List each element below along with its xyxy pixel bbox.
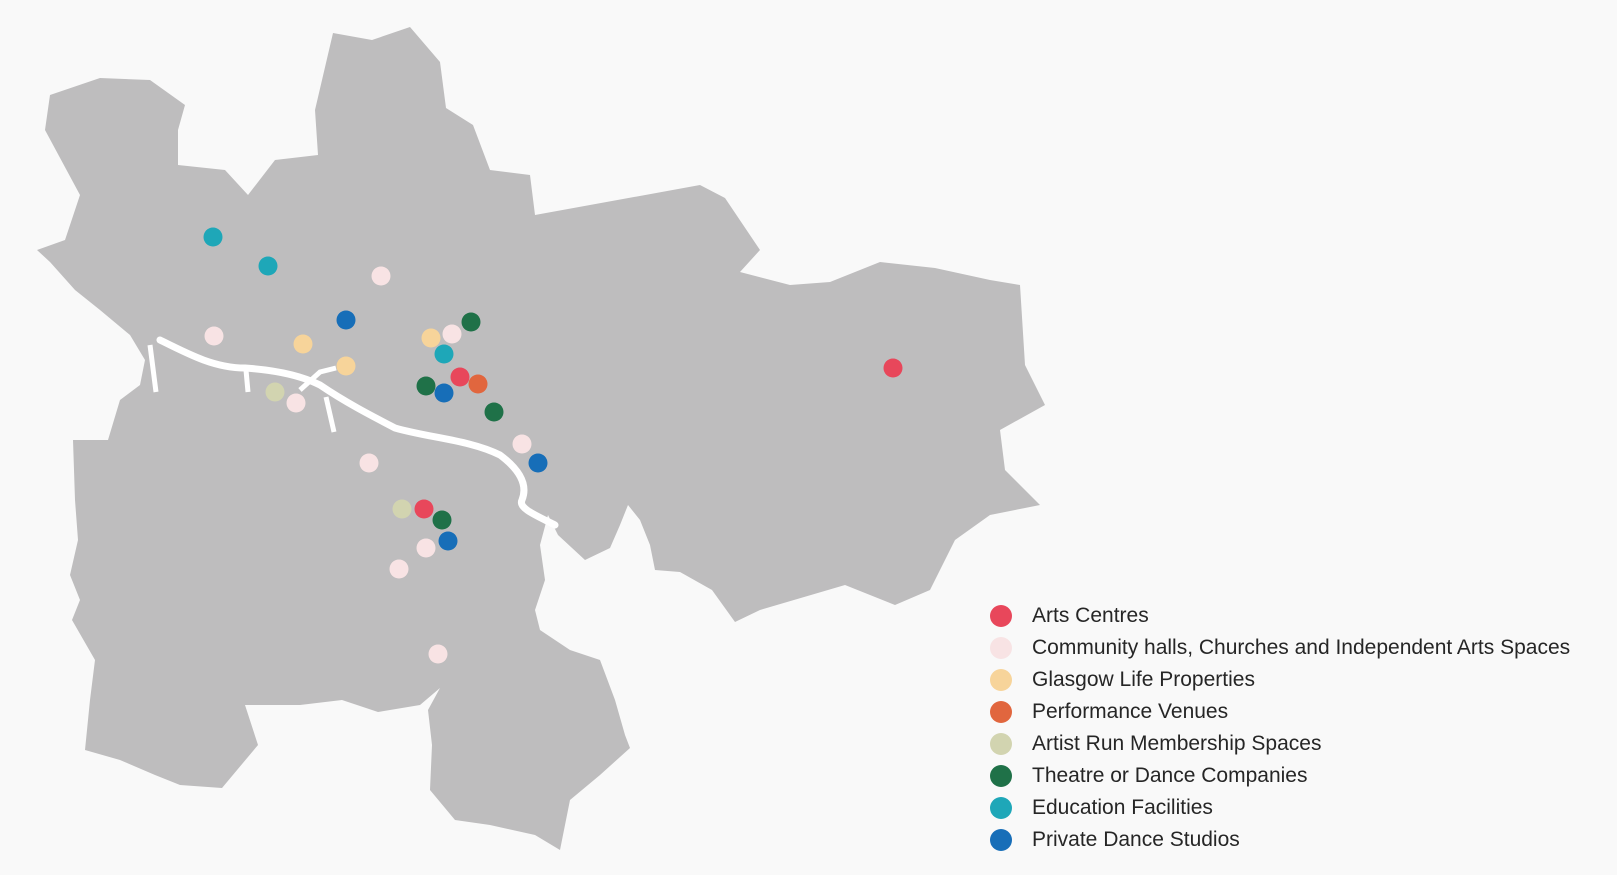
- venue-marker-community[interactable]: [286, 393, 306, 413]
- river-clyde: [156, 336, 559, 529]
- legend-swatch-education: [990, 797, 1012, 819]
- legend-item-community-halls[interactable]: Community halls, Churches and Independen…: [990, 632, 1610, 664]
- venue-marker-education[interactable]: [258, 256, 278, 276]
- legend-label: Community halls, Churches and Independen…: [1032, 636, 1571, 659]
- venue-marker-performance[interactable]: [468, 374, 488, 394]
- venue-marker-arts[interactable]: [414, 499, 434, 519]
- legend-item-private-dance[interactable]: Private Dance Studios: [990, 824, 1610, 856]
- map-legend: Arts Centres Community halls, Churches a…: [990, 600, 1610, 856]
- legend-label: Performance Venues: [1032, 700, 1229, 723]
- venue-marker-community[interactable]: [359, 453, 379, 473]
- legend-item-glasgow-life[interactable]: Glasgow Life Properties: [990, 664, 1610, 696]
- legend-item-artist-run[interactable]: Artist Run Membership Spaces: [990, 728, 1610, 760]
- venue-marker-community[interactable]: [428, 644, 448, 664]
- venue-marker-arts[interactable]: [450, 367, 470, 387]
- legend-label: Artist Run Membership Spaces: [1032, 732, 1322, 755]
- legend-label: Theatre or Dance Companies: [1032, 764, 1308, 787]
- legend-swatch-community-halls: [990, 637, 1012, 659]
- venue-marker-education[interactable]: [203, 227, 223, 247]
- legend-swatch-glasgow-life: [990, 669, 1012, 691]
- legend-label: Glasgow Life Properties: [1032, 668, 1255, 691]
- venue-marker-theatre[interactable]: [484, 402, 504, 422]
- legend-swatch-private-dance: [990, 829, 1012, 851]
- city-boundary-land: [37, 27, 1045, 850]
- venue-marker-community[interactable]: [442, 324, 462, 344]
- venue-marker-glasgow[interactable]: [421, 328, 441, 348]
- legend-label: Arts Centres: [1032, 604, 1149, 627]
- venue-marker-glasgow[interactable]: [336, 356, 356, 376]
- legend-swatch-artist-run: [990, 733, 1012, 755]
- venue-marker-theatre[interactable]: [432, 510, 452, 530]
- venue-marker-artist[interactable]: [392, 499, 412, 519]
- legend-swatch-arts-centres: [990, 605, 1012, 627]
- venue-marker-theatre[interactable]: [416, 376, 436, 396]
- venue-marker-theatre[interactable]: [461, 312, 481, 332]
- venue-marker-education[interactable]: [434, 344, 454, 364]
- venue-marker-community[interactable]: [416, 538, 436, 558]
- legend-label: Education Facilities: [1032, 796, 1213, 819]
- legend-item-education[interactable]: Education Facilities: [990, 792, 1610, 824]
- venue-marker-glasgow[interactable]: [293, 334, 313, 354]
- venue-marker-community[interactable]: [371, 266, 391, 286]
- river-dock: [147, 344, 337, 433]
- venue-marker-private[interactable]: [528, 453, 548, 473]
- venue-marker-private[interactable]: [434, 383, 454, 403]
- legend-label: Private Dance Studios: [1032, 828, 1240, 851]
- legend-item-performance-venues[interactable]: Performance Venues: [990, 696, 1610, 728]
- legend-swatch-theatre-dance: [990, 765, 1012, 787]
- venue-marker-private[interactable]: [438, 531, 458, 551]
- legend-item-theatre-dance[interactable]: Theatre or Dance Companies: [990, 760, 1610, 792]
- venue-markers: [203, 227, 903, 664]
- venue-marker-community[interactable]: [204, 326, 224, 346]
- venue-marker-arts[interactable]: [883, 358, 903, 378]
- venue-marker-community[interactable]: [512, 434, 532, 454]
- legend-swatch-performance-venues: [990, 701, 1012, 723]
- venue-marker-private[interactable]: [336, 310, 356, 330]
- legend-item-arts-centres[interactable]: Arts Centres: [990, 600, 1610, 632]
- venue-marker-artist[interactable]: [265, 382, 285, 402]
- venue-marker-community[interactable]: [389, 559, 409, 579]
